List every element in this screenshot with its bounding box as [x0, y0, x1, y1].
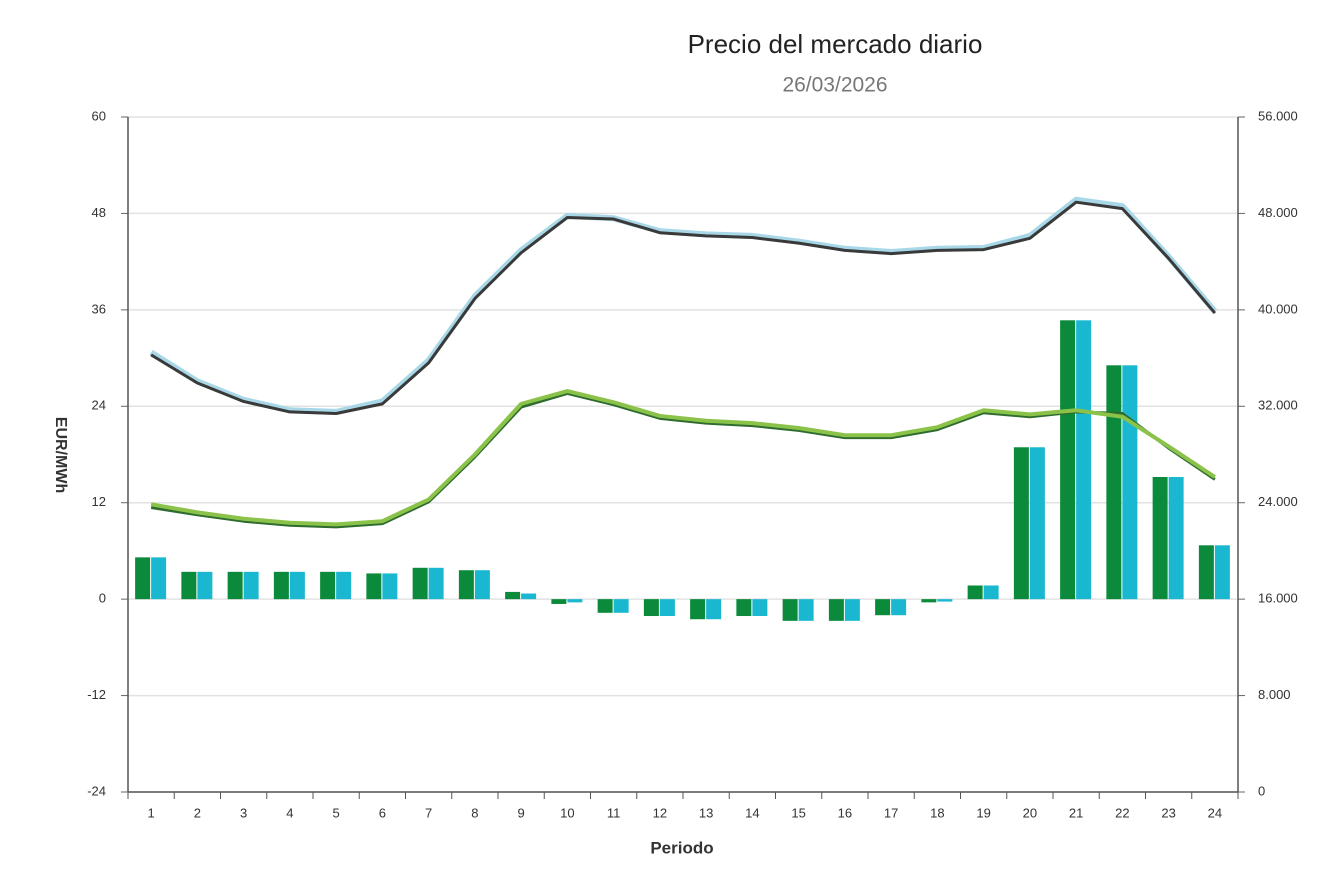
line: [150, 200, 1217, 416]
line: [150, 389, 1216, 527]
x-tick-label: 3: [240, 805, 247, 820]
x-tick-label: 19: [976, 805, 990, 820]
bar: [983, 585, 999, 600]
y2-tick-label: 8.000: [1258, 687, 1291, 702]
y2-tick-label: 48.000: [1258, 205, 1298, 220]
bar: [736, 599, 752, 617]
y2-tick-label: 16.000: [1258, 591, 1298, 606]
y2-tick-label: 56.000: [1258, 108, 1298, 123]
bar: [1060, 320, 1076, 600]
y-tick-label: 12: [92, 494, 106, 509]
x-tick-label: 16: [838, 805, 852, 820]
y-tick-label: 24: [92, 398, 106, 413]
bar: [366, 573, 382, 600]
bar: [690, 599, 706, 620]
bar: [135, 557, 151, 600]
x-tick-label: 17: [884, 805, 898, 820]
bar: [289, 571, 305, 600]
x-tick-label: 11: [607, 805, 621, 820]
x-axis-title: Periodo: [650, 838, 713, 857]
bar: [243, 571, 259, 600]
y2-tick-label: 24.000: [1258, 494, 1298, 509]
x-tick-label: 23: [1161, 805, 1175, 820]
bar: [382, 573, 398, 600]
x-tick-label: 21: [1069, 805, 1083, 820]
x-tick-label: 22: [1115, 805, 1129, 820]
bar: [1122, 365, 1138, 600]
bar: [597, 599, 613, 613]
bar: [567, 599, 583, 603]
bar: [1168, 477, 1184, 600]
x-tick-label: 15: [791, 805, 805, 820]
x-tick-label: 5: [333, 805, 340, 820]
y2-tick-label: 32.000: [1258, 398, 1298, 413]
line: [149, 196, 1218, 415]
y2-tick-label: 40.000: [1258, 301, 1298, 316]
y-tick-label: 36: [92, 301, 106, 316]
bar: [505, 591, 521, 600]
x-tick-label: 13: [699, 805, 713, 820]
bar: [1106, 365, 1122, 600]
x-tick-label: 6: [379, 805, 386, 820]
chart-title: Precio del mercado diario: [688, 29, 983, 59]
bar: [706, 599, 722, 620]
bar: [921, 599, 937, 603]
x-tick-label: 7: [425, 805, 432, 820]
bar: [1029, 447, 1045, 600]
bar: [320, 571, 336, 600]
bar: [613, 599, 629, 613]
bar: [643, 599, 659, 617]
x-tick-label: 12: [653, 805, 667, 820]
bar: [844, 599, 860, 621]
x-tick-label: 4: [286, 805, 293, 820]
bar: [181, 571, 197, 600]
bar: [273, 571, 289, 600]
bar: [551, 599, 567, 604]
x-tick-label: 18: [930, 805, 944, 820]
chart-subtitle: 26/03/2026: [782, 74, 887, 97]
bar: [752, 599, 768, 617]
bar: [875, 599, 891, 616]
line: [150, 391, 1216, 529]
bar: [197, 571, 213, 600]
y-tick-label: -12: [87, 687, 106, 702]
bar: [659, 599, 675, 617]
x-tick-label: 10: [560, 805, 574, 820]
bar: [474, 570, 490, 600]
bar: [336, 571, 352, 600]
y-tick-label: -24: [87, 783, 106, 798]
bar: [1076, 320, 1092, 600]
bar: [227, 571, 243, 600]
y-tick-label: 0: [99, 591, 106, 606]
bar: [891, 599, 907, 616]
bar: [828, 599, 844, 621]
x-tick-label: 24: [1208, 805, 1222, 820]
bar: [412, 567, 428, 600]
y-tick-label: 60: [92, 108, 106, 123]
x-tick-label: 8: [471, 805, 478, 820]
x-tick-label: 14: [745, 805, 759, 820]
x-tick-label: 2: [194, 805, 201, 820]
bar: [937, 599, 953, 602]
bar: [1152, 477, 1168, 600]
bar: [521, 593, 537, 600]
x-tick-label: 9: [518, 805, 525, 820]
bar: [1198, 545, 1214, 600]
bar: [798, 599, 814, 621]
bar: [782, 599, 798, 621]
x-tick-label: 1: [148, 805, 155, 820]
bar: [967, 585, 983, 600]
y2-tick-label: 0: [1258, 783, 1265, 798]
bar: [151, 557, 167, 600]
bar: [1013, 447, 1029, 600]
bar: [458, 570, 474, 600]
x-tick-label: 20: [1023, 805, 1037, 820]
y-tick-label: 48: [92, 205, 106, 220]
y-axis-title: EUR/MWh: [52, 417, 69, 493]
bar: [1214, 545, 1230, 600]
bar: [428, 567, 444, 600]
